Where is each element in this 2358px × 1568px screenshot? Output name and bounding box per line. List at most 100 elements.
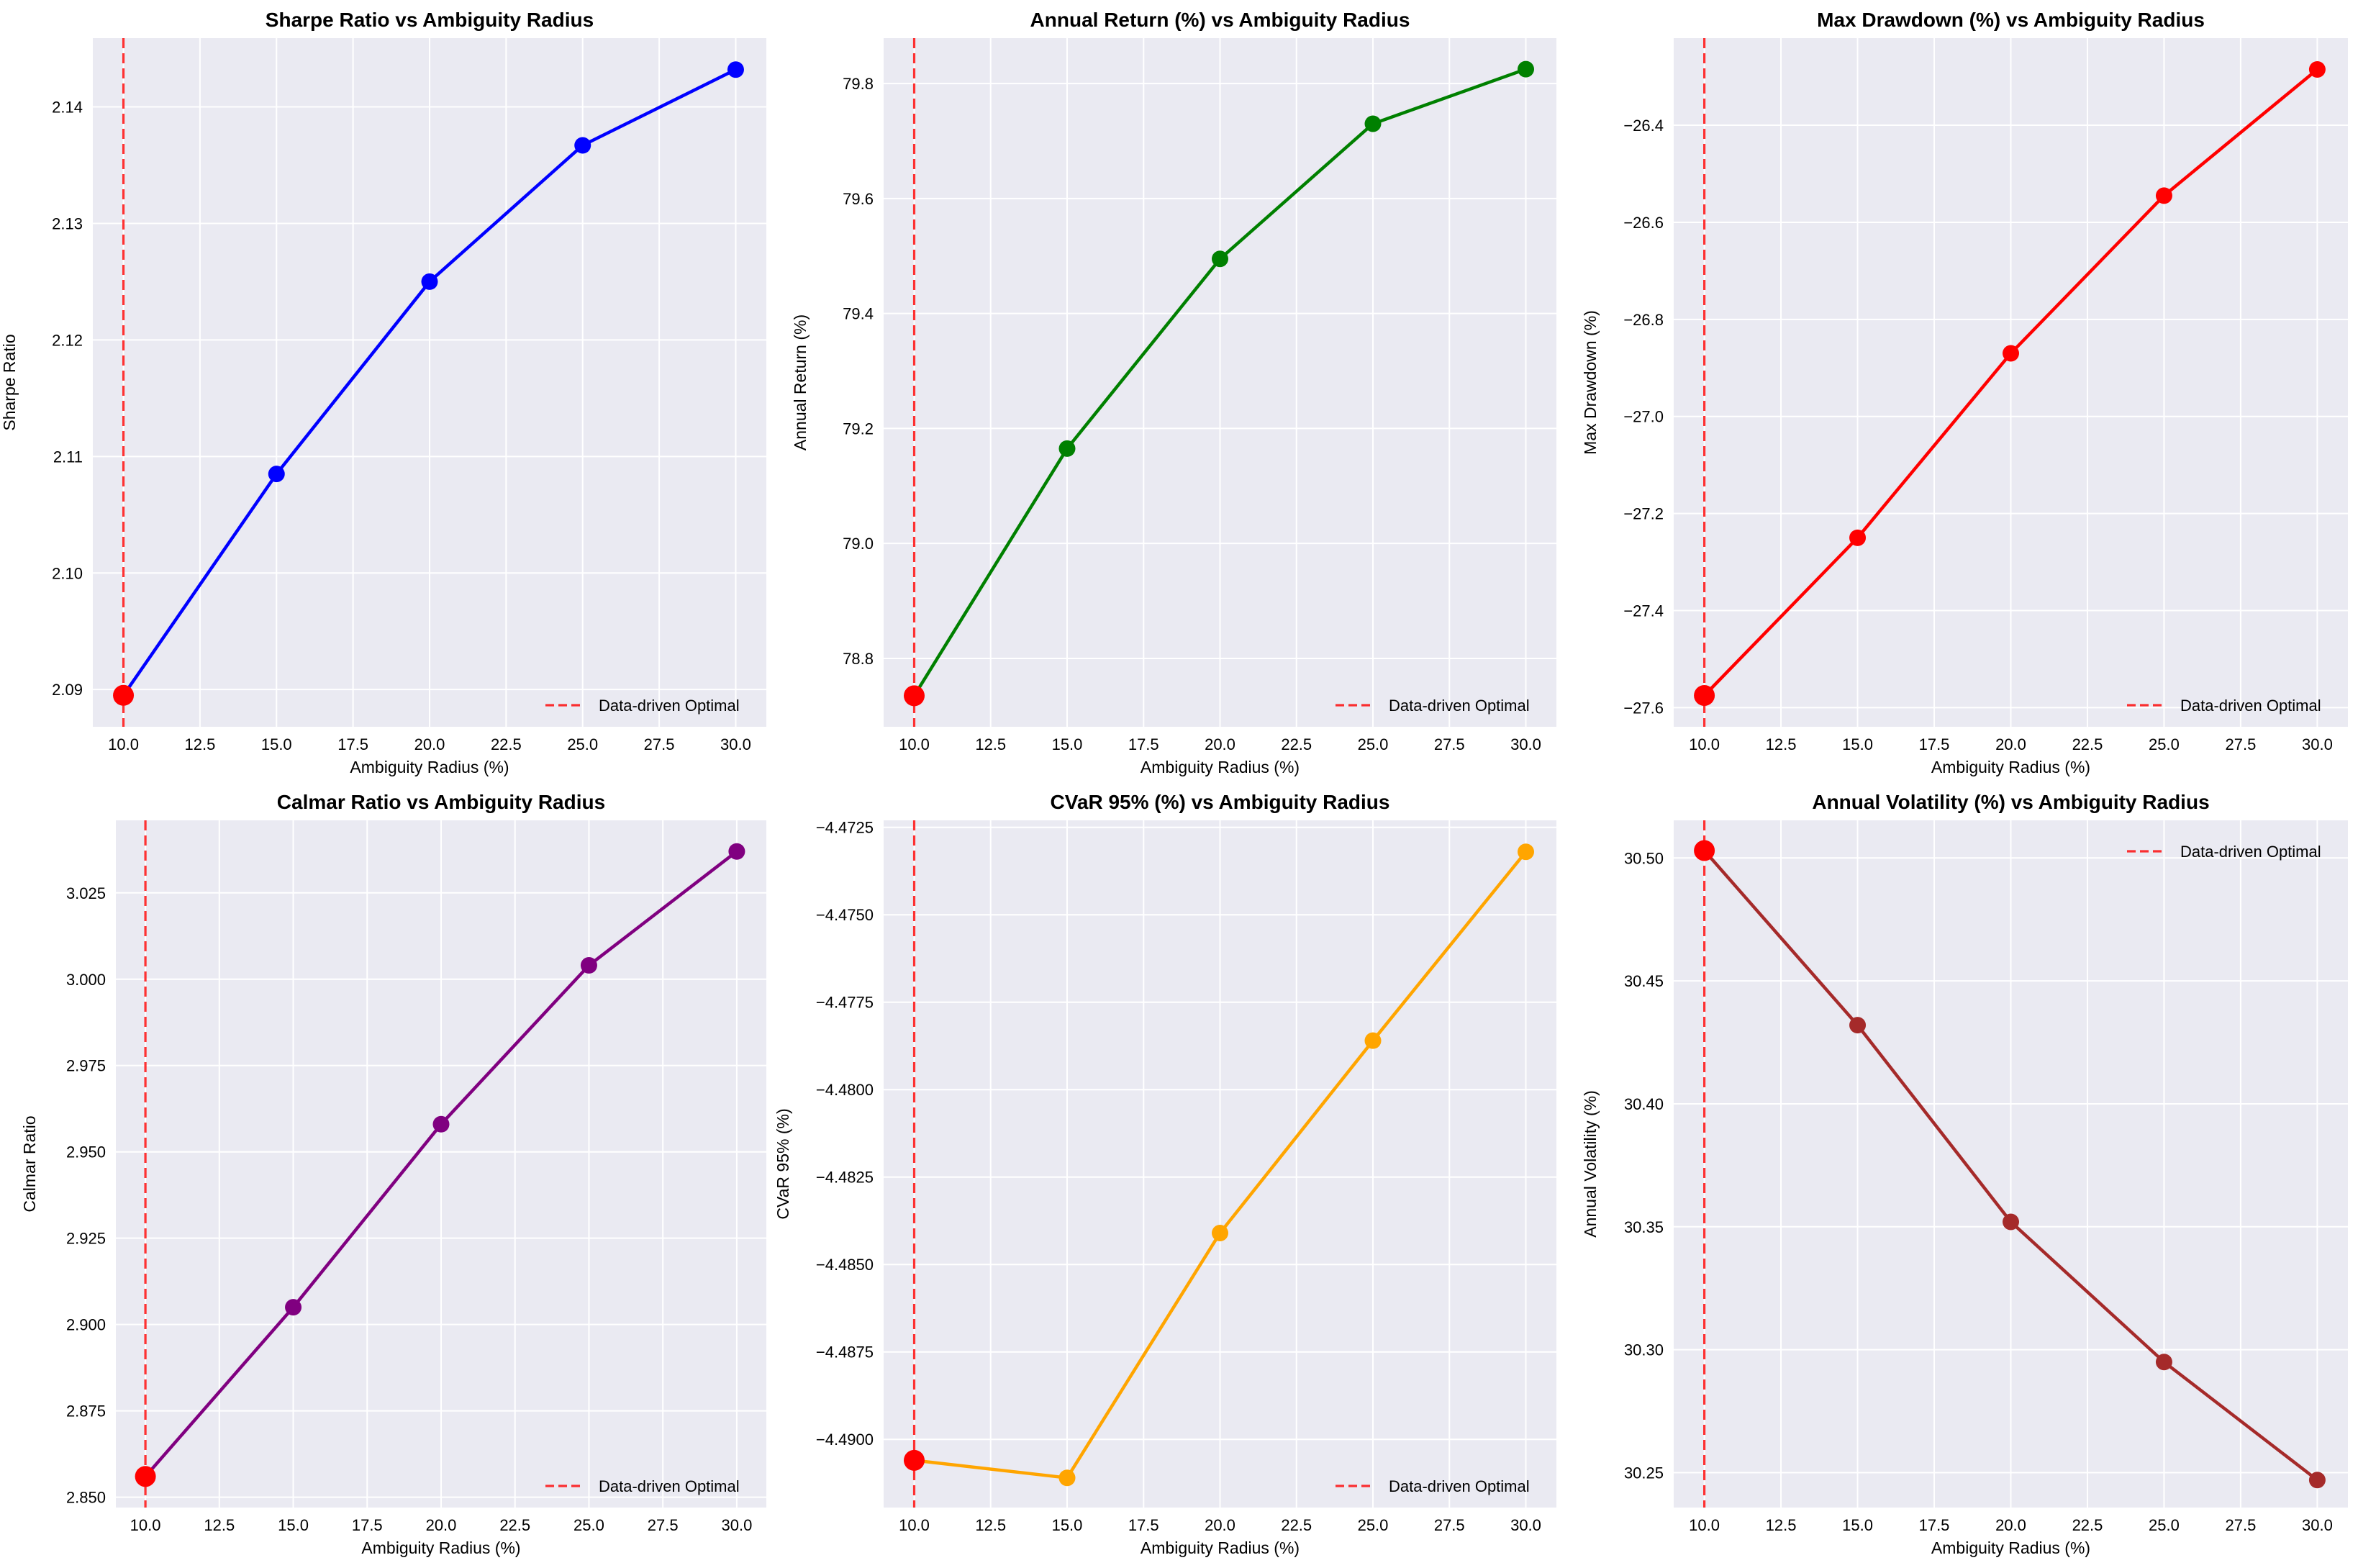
y-tick-label: −4.4775	[816, 994, 874, 1012]
x-tick-label: 30.0	[1510, 1516, 1541, 1534]
x-tick-label: 10.0	[1689, 735, 1720, 753]
legend: Data-driven Optimal	[545, 1477, 740, 1495]
y-tick-label: 2.10	[52, 564, 83, 582]
optimal-point	[1694, 685, 1715, 706]
y-tick-label: 2.14	[52, 99, 83, 117]
legend: Data-driven Optimal	[2127, 697, 2321, 715]
x-tick-label: 27.5	[1434, 1516, 1465, 1534]
data-point	[1212, 250, 1228, 268]
data-point	[432, 1115, 450, 1133]
x-tick-label: 15.0	[1052, 735, 1083, 753]
data-point	[421, 273, 438, 290]
chart-panel-2: 10.0 12.5 15.0 17.5 20.0 22.5 25.0 27.5 30.0 78.8…	[791, 9, 1556, 776]
x-tick-label: 10.0	[1689, 1516, 1720, 1534]
optimal-point	[135, 1466, 156, 1487]
y-tick-label: 79.8	[843, 75, 874, 93]
data-point	[2155, 187, 2172, 204]
y-tick-label: 2.09	[52, 681, 83, 699]
y-tick-label: 79.2	[843, 420, 874, 438]
y-tick-label: 2.13	[52, 214, 83, 232]
optimal-point	[1694, 840, 1715, 861]
data-point	[285, 1299, 302, 1316]
optimal-point	[904, 685, 925, 707]
y-tick-label: −4.4750	[816, 906, 874, 924]
data-point	[2155, 1354, 2172, 1371]
y-tick-label: −4.4825	[816, 1169, 874, 1187]
y-tick-label: −27.4	[1623, 602, 1664, 620]
legend: Data-driven Optimal	[1336, 1477, 1530, 1495]
legend: Data-driven Optimal	[1336, 697, 1530, 715]
x-tick-label: 17.5	[1128, 1516, 1159, 1534]
x-tick-label: 27.5	[2226, 735, 2257, 753]
x-tick-label: 12.5	[1766, 735, 1797, 753]
x-tick-label: 22.5	[1281, 735, 1312, 753]
data-point	[1849, 529, 1867, 546]
y-tick-label: −27.0	[1623, 408, 1664, 426]
x-tick-label: 12.5	[1766, 1516, 1797, 1534]
x-tick-label: 25.0	[2149, 735, 2180, 753]
x-tick-label: 12.5	[184, 735, 215, 753]
x-tick-label: 30.0	[2302, 735, 2333, 753]
chart-title: CVaR 95% (%) vs Ambiguity Radius	[1051, 791, 1390, 813]
x-tick-label: 15.0	[1842, 1516, 1873, 1534]
data-point	[2003, 1213, 2019, 1231]
y-tick-label: −27.2	[1623, 505, 1664, 523]
x-tick-label: 22.5	[2072, 1516, 2103, 1534]
x-tick-label: 17.5	[1919, 735, 1950, 753]
legend-label: Data-driven Optimal	[1389, 697, 1530, 715]
y-tick-label: 2.900	[66, 1316, 106, 1334]
x-tick-label: 10.0	[130, 1516, 161, 1534]
y-tick-label: −26.4	[1623, 117, 1664, 135]
x-tick-label: 25.0	[573, 1516, 604, 1534]
x-tick-label: 10.0	[899, 1516, 930, 1534]
legend: Data-driven Optimal	[545, 697, 740, 715]
legend-label: Data-driven Optimal	[2180, 697, 2321, 715]
chart-panel-4: 10.0 12.5 15.0 17.5 20.0 22.5 25.0 27.5 30.0 2.85…	[20, 791, 766, 1557]
x-axis-label: Ambiguity Radius (%)	[1931, 1538, 2090, 1557]
x-tick-label: 17.5	[352, 1516, 383, 1534]
x-tick-label: 15.0	[261, 735, 292, 753]
x-tick-label: 17.5	[337, 735, 368, 753]
y-tick-label: −4.4800	[816, 1081, 874, 1099]
chart-panel-6: 10.0 12.5 15.0 17.5 20.0 22.5 25.0 27.5 30.0 30.2…	[1581, 791, 2348, 1557]
x-tick-label: 15.0	[278, 1516, 309, 1534]
legend-label: Data-driven Optimal	[599, 1477, 740, 1495]
y-tick-label: 2.11	[53, 448, 83, 466]
x-tick-label: 20.0	[1205, 1516, 1235, 1534]
y-tick-label: 30.50	[1624, 849, 1664, 867]
optimal-point	[113, 684, 135, 706]
x-tick-label: 10.0	[899, 735, 930, 753]
y-tick-label: 30.45	[1624, 972, 1664, 990]
legend-label: Data-driven Optimal	[1389, 1477, 1530, 1495]
x-tick-label: 25.0	[1358, 735, 1389, 753]
legend-label: Data-driven Optimal	[2180, 843, 2321, 861]
data-point	[1364, 115, 1382, 132]
chart-panel-3: 10.0 12.5 15.0 17.5 20.0 22.5 25.0 27.5 30.0 −27.…	[1581, 9, 2348, 776]
data-point	[2308, 1472, 2326, 1489]
data-point	[1364, 1032, 1382, 1049]
y-tick-label: 2.925	[66, 1230, 106, 1248]
x-tick-label: 15.0	[1842, 735, 1873, 753]
legend: Data-driven Optimal	[2127, 843, 2321, 861]
y-tick-label: 2.12	[52, 331, 83, 349]
data-point	[1518, 843, 1534, 861]
data-point	[1518, 60, 1534, 78]
data-point	[574, 137, 591, 154]
y-tick-label: −4.4875	[816, 1343, 874, 1361]
y-axis-label: Sharpe Ratio	[0, 334, 19, 430]
x-tick-label: 27.5	[2226, 1516, 2257, 1534]
y-tick-label: 79.0	[843, 535, 874, 553]
y-tick-label: −26.6	[1623, 214, 1664, 232]
data-point	[728, 843, 745, 860]
y-tick-label: −27.6	[1623, 699, 1664, 717]
data-point	[1058, 1469, 1076, 1487]
x-tick-label: 20.0	[1995, 735, 2026, 753]
x-tick-label: 22.5	[499, 1516, 530, 1534]
x-axis-label: Ambiguity Radius (%)	[350, 758, 509, 776]
data-point	[727, 61, 744, 78]
optimal-point	[904, 1449, 925, 1471]
y-axis-label: CVaR 95% (%)	[774, 1108, 792, 1219]
data-point	[2003, 345, 2019, 362]
x-tick-label: 12.5	[975, 1516, 1006, 1534]
